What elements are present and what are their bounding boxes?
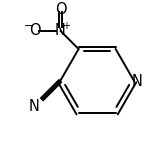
Text: −: − [24,21,33,31]
Text: N: N [55,23,66,38]
Text: N: N [29,99,40,114]
Text: O: O [29,23,41,38]
Text: O: O [55,2,66,17]
Text: N: N [131,74,142,89]
Text: +: + [62,21,70,31]
